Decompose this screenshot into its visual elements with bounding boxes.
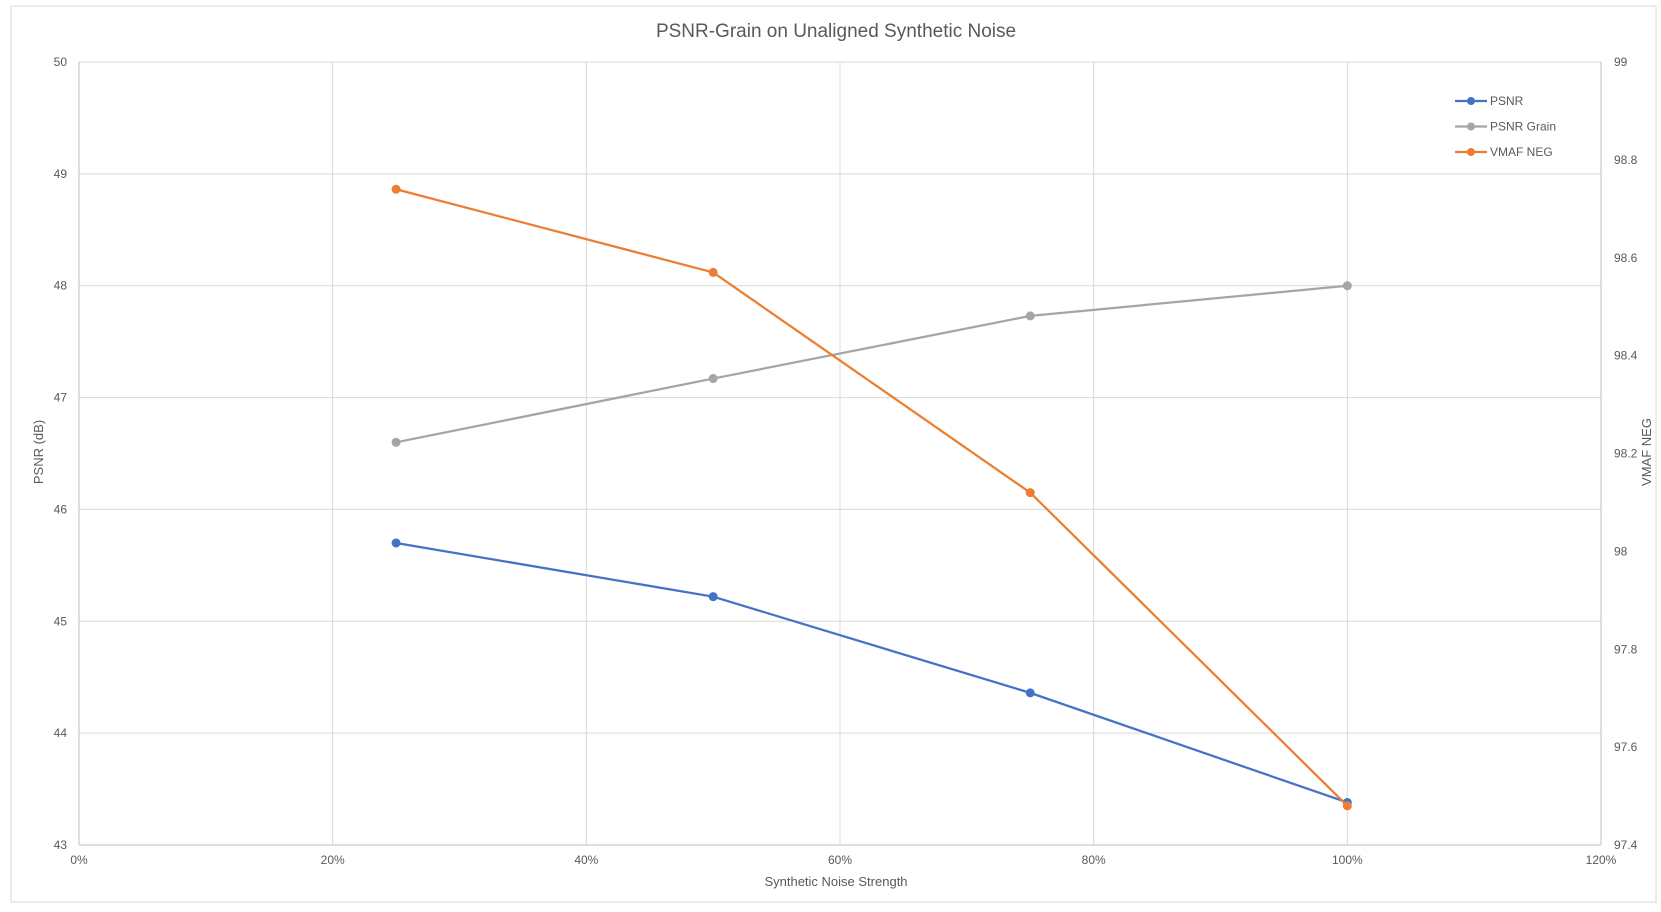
y2-tick-label: 97.6 xyxy=(1614,740,1638,754)
y2-tick-label: 98.6 xyxy=(1614,251,1638,265)
data-point xyxy=(1025,488,1035,498)
y2-tick-label: 98 xyxy=(1614,544,1628,558)
series-group xyxy=(391,184,1352,811)
legend-marker xyxy=(1467,97,1475,105)
series-line xyxy=(395,541,1348,804)
legend-label: VMAF NEG xyxy=(1490,145,1553,159)
y-tick-label: 47 xyxy=(54,391,68,405)
series-line xyxy=(395,284,1348,444)
y-tick-label: 45 xyxy=(54,614,68,628)
chart-title: PSNR-Grain on Unaligned Synthetic Noise xyxy=(656,21,1016,42)
x-tick-label: 20% xyxy=(321,853,345,867)
data-point xyxy=(1025,688,1035,698)
data-point xyxy=(1025,311,1035,321)
y2-tick-label: 97.8 xyxy=(1614,642,1638,656)
y2-axis-title: VMAF NEG xyxy=(1639,418,1654,486)
y2-tick-label: 98.4 xyxy=(1614,349,1638,363)
series-psnr xyxy=(391,538,1352,807)
x-tick-label: 100% xyxy=(1332,853,1363,867)
y-tick-label: 44 xyxy=(54,726,68,740)
y2-tick-label: 99 xyxy=(1614,55,1628,69)
data-point xyxy=(1342,281,1352,291)
data-point xyxy=(708,592,718,602)
data-point xyxy=(708,267,718,277)
legend-label: PSNR Grain xyxy=(1490,120,1556,134)
legend-marker xyxy=(1467,148,1475,156)
axes: 43 44 45 46 47 48 49 50 97.4 97.6 97.8 98 98.2 98.4 98… xyxy=(54,55,1638,867)
data-point xyxy=(391,538,401,548)
data-point xyxy=(708,374,718,384)
legend-item: VMAF NEG xyxy=(1455,145,1553,159)
series-vmaf-neg xyxy=(391,184,1352,811)
x-axis-title: Synthetic Noise Strength xyxy=(764,874,907,889)
x-tick-label: 40% xyxy=(574,853,598,867)
data-point xyxy=(391,437,401,447)
y-tick-label: 43 xyxy=(54,838,68,852)
y-tick-label: 48 xyxy=(54,279,68,293)
legend-item: PSNR xyxy=(1455,94,1524,108)
series-psnr-grain xyxy=(391,281,1352,447)
y2-tick-label: 98.2 xyxy=(1614,447,1638,461)
gridlines xyxy=(78,61,1602,846)
chart-border xyxy=(10,5,1657,903)
y2-tick-label: 98.8 xyxy=(1614,153,1638,167)
x-tick-label: 120% xyxy=(1586,853,1617,867)
legend-label: PSNR xyxy=(1490,94,1524,108)
data-point xyxy=(391,184,401,194)
y-axis-title: PSNR (dB) xyxy=(31,420,46,484)
legend-item: PSNR Grain xyxy=(1455,120,1556,134)
y-tick-label: 46 xyxy=(54,502,68,516)
data-point xyxy=(1342,801,1352,811)
series-line xyxy=(395,188,1349,807)
x-tick-label: 0% xyxy=(70,853,88,867)
x-tick-label: 60% xyxy=(828,853,852,867)
y2-tick-label: 97.4 xyxy=(1614,838,1638,852)
y-tick-label: 50 xyxy=(54,55,68,69)
legend: PSNR PSNR Grain VMAF NEG xyxy=(1455,94,1556,159)
x-tick-label: 80% xyxy=(1082,853,1106,867)
y-tick-label: 49 xyxy=(54,167,68,181)
legend-marker xyxy=(1467,122,1475,131)
